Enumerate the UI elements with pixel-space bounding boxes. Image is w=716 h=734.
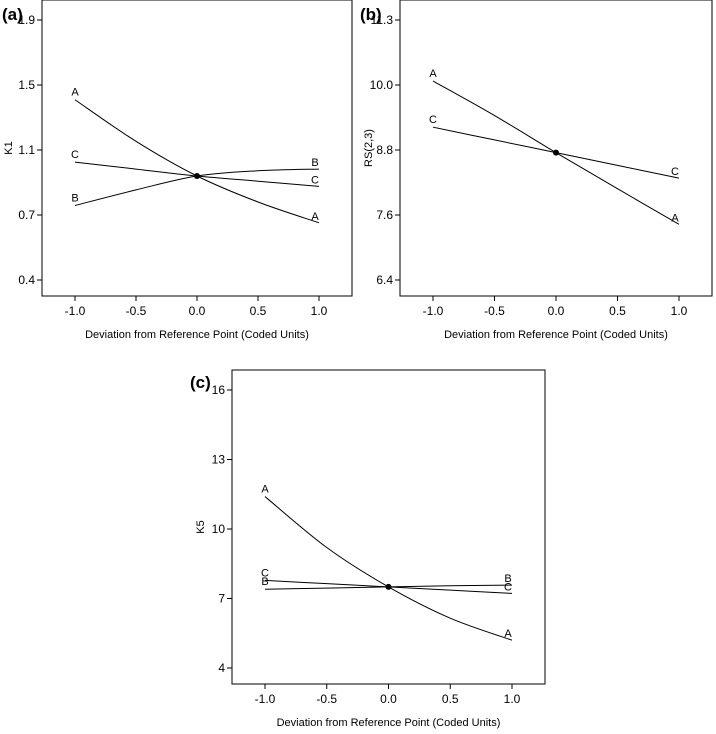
series-label-start-C: C xyxy=(71,149,79,161)
y-tick-label: 7.6 xyxy=(376,208,393,222)
y-tick-label: 0.7 xyxy=(18,208,35,222)
x-tick-label: 0.0 xyxy=(548,304,565,318)
x-tick-label: 1.0 xyxy=(671,304,688,318)
series-label-end-A: A xyxy=(504,628,512,640)
y-tick-label: 16 xyxy=(212,383,226,397)
y-tick-label: 4 xyxy=(218,661,225,675)
reference-point xyxy=(553,149,559,156)
plot-frame xyxy=(399,0,713,297)
x-tick-label: 0.5 xyxy=(250,304,267,318)
plot-frame xyxy=(41,0,353,297)
y-tick-label: 1.9 xyxy=(18,13,35,27)
series-line-A xyxy=(264,496,513,641)
x-tick-label: -1.0 xyxy=(65,304,86,318)
reference-point xyxy=(385,583,392,590)
series-line-A xyxy=(74,99,320,224)
chart-panel-1: (a) -1.0 -0.5 0.0 0.5 1.0 0.4 0.7 1.1 1.5 1.9 Devia… xyxy=(2,0,353,341)
chart-panel-3: (c) -1.0 -0.5 0.0 0.5 1.0 4 7 10 13 16 Deviation fr… xyxy=(190,369,546,729)
y-tick-label: 0.4 xyxy=(18,273,35,287)
x-tick-label: -0.5 xyxy=(484,304,505,318)
y-tick-label: 1.5 xyxy=(18,78,35,92)
panel-label: (b) xyxy=(360,5,382,24)
series-label-start-A: A xyxy=(261,484,269,496)
series-label-end-C: C xyxy=(311,174,319,186)
y-axis-title: K5 xyxy=(195,520,207,533)
panel-label: (a) xyxy=(2,5,23,24)
x-tick-label: -1.0 xyxy=(255,692,276,706)
series-label-end-C: C xyxy=(504,581,512,593)
x-tick-label: 1.0 xyxy=(311,304,328,318)
reference-point xyxy=(194,173,200,179)
x-tick-label: 0.0 xyxy=(189,304,206,318)
x-axis-title: Deviation from Reference Point (Coded Un… xyxy=(444,329,668,341)
x-tick-label: 0.5 xyxy=(609,304,626,318)
x-tick-label: 0.5 xyxy=(442,692,459,706)
x-axis-title: Deviation from Reference Point (Coded Un… xyxy=(277,717,501,729)
plot-frame xyxy=(231,369,546,685)
series-label-start-B: B xyxy=(71,192,78,204)
series-label-start-A: A xyxy=(429,68,437,80)
series-label-start-A: A xyxy=(71,87,79,99)
y-tick-label: 1.1 xyxy=(18,143,35,157)
x-tick-label: 1.0 xyxy=(504,692,521,706)
y-tick-label: 11.3 xyxy=(371,13,394,27)
x-tick-label: -0.5 xyxy=(316,692,337,706)
x-tick-label: -0.5 xyxy=(126,304,147,318)
chart-panel-2: (b) -1.0 -0.5 0.0 0.5 1.0 6.4 7.6 8.8 10.0 11.3 Dev… xyxy=(360,0,713,341)
y-axis-title: K1 xyxy=(3,141,15,154)
series-label-end-A: A xyxy=(311,211,319,223)
y-axis-title: RS(2,3) xyxy=(363,129,375,167)
series-label-end-C: C xyxy=(671,166,679,178)
y-tick-label: 10.0 xyxy=(370,78,394,92)
series-label-end-B: B xyxy=(311,157,318,169)
x-axis-title: Deviation from Reference Point (Coded Un… xyxy=(85,329,309,341)
x-tick-label: 0.0 xyxy=(380,692,397,706)
y-tick-label: 8.8 xyxy=(376,143,393,157)
y-tick-label: 7 xyxy=(218,592,225,606)
series-label-end-B: B xyxy=(504,573,511,585)
y-tick-label: 13 xyxy=(212,453,226,467)
panel-label: (c) xyxy=(190,373,211,392)
series-label-start-C: C xyxy=(261,567,269,579)
series-label-start-C: C xyxy=(429,114,437,126)
y-tick-label: 6.4 xyxy=(376,273,393,287)
series-label-end-A: A xyxy=(671,212,679,224)
series-label-start-B: B xyxy=(261,576,268,588)
x-tick-label: -1.0 xyxy=(423,304,444,318)
y-tick-label: 10 xyxy=(212,522,226,536)
